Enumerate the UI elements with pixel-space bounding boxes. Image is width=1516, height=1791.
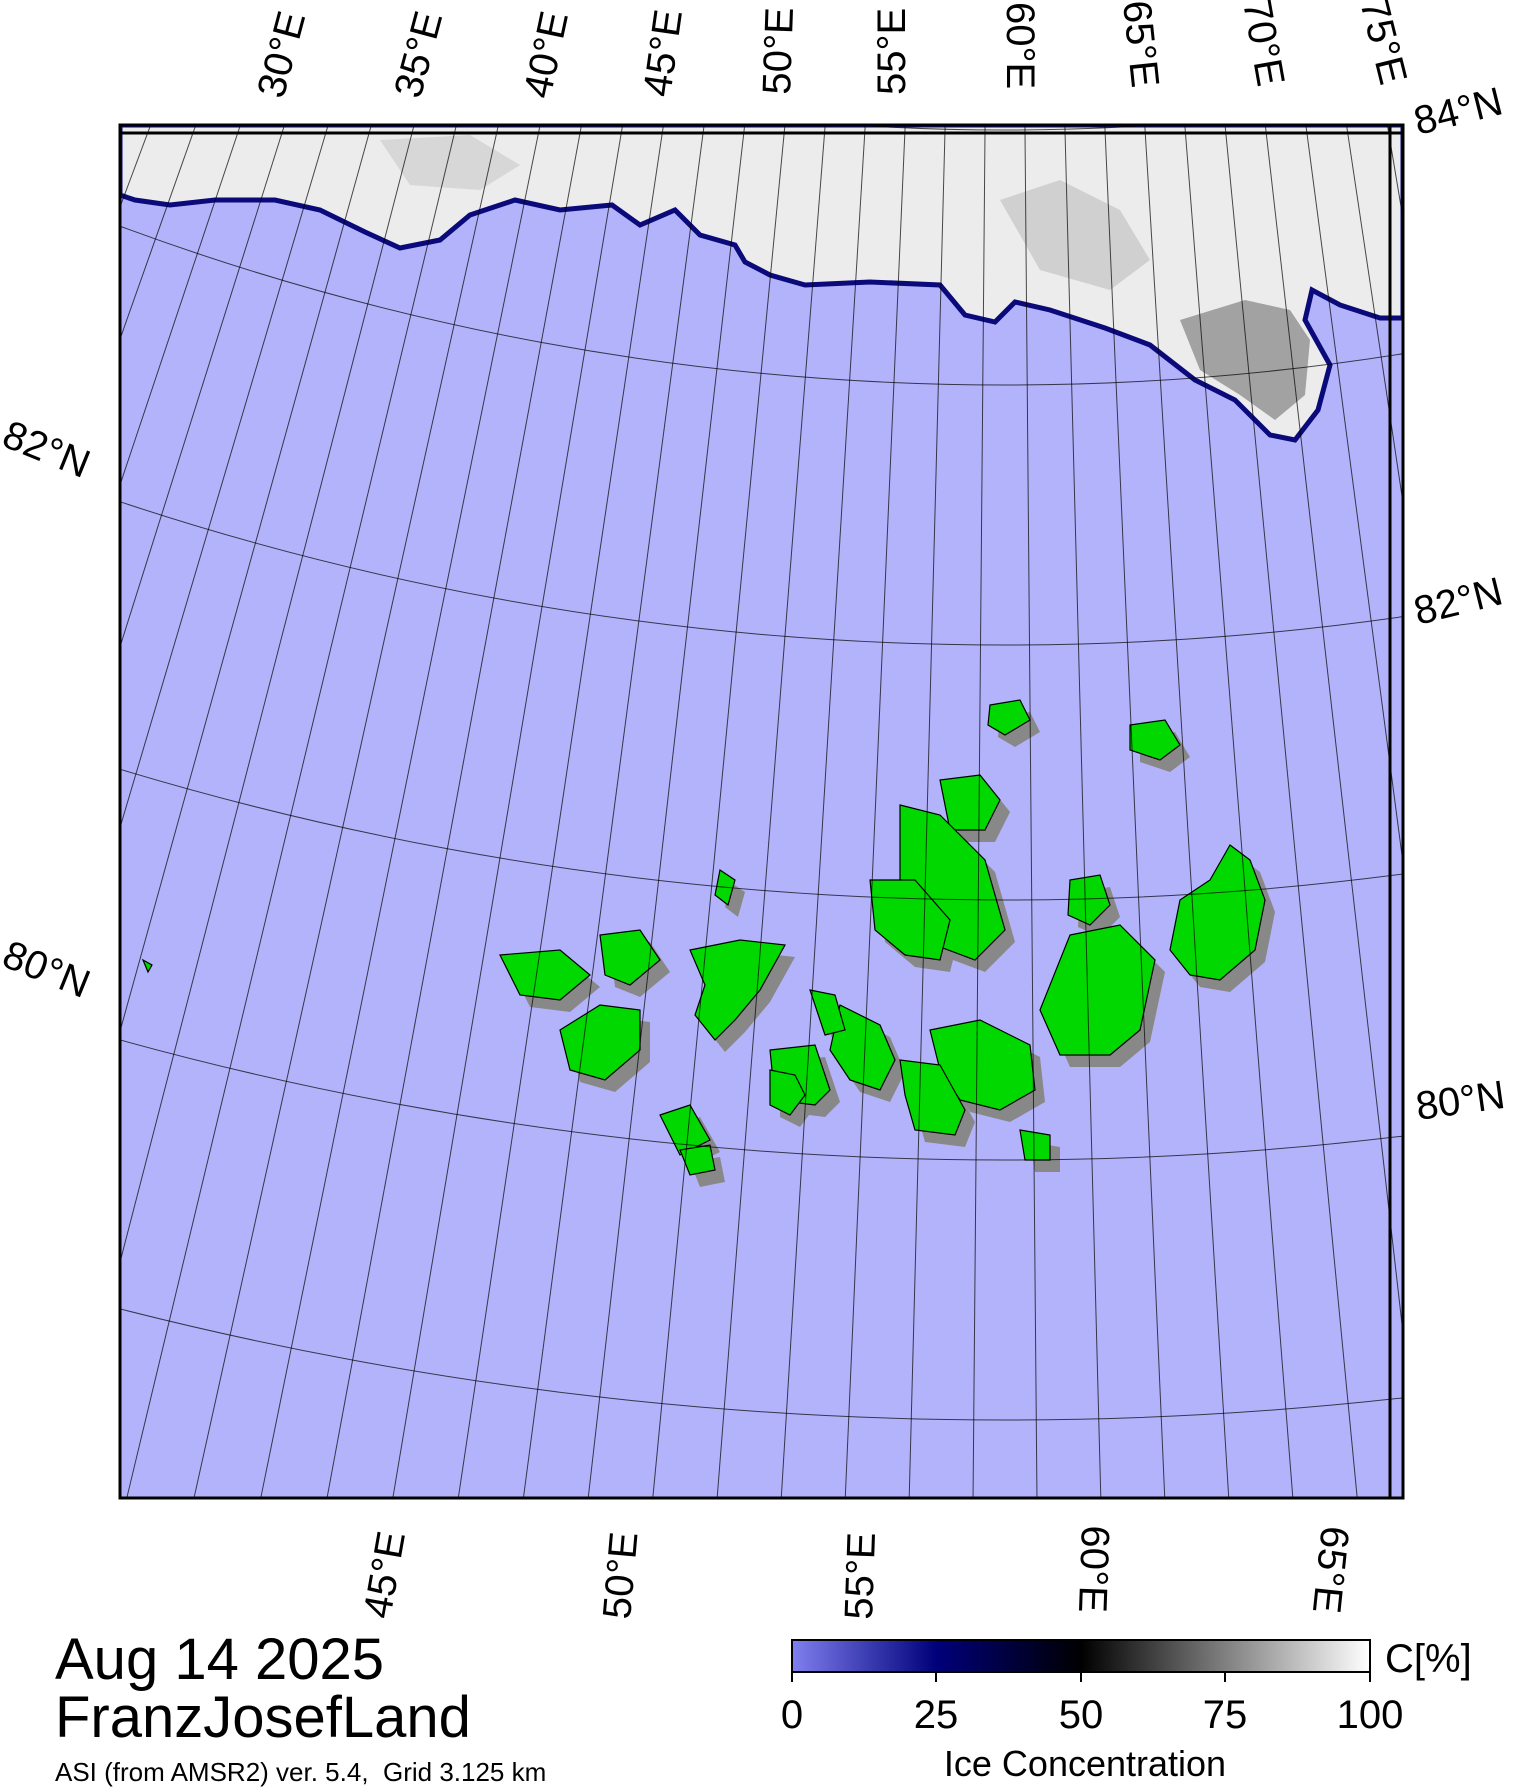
meridian-line bbox=[260, 125, 541, 1498]
lon-label-top: 30°E bbox=[249, 7, 314, 103]
meridian-line bbox=[972, 125, 986, 1498]
lat-label-right: 84°N bbox=[1410, 79, 1507, 143]
lon-label-bottom: 50°E bbox=[595, 1530, 646, 1621]
lat-label-left: 80°N bbox=[0, 933, 96, 1007]
meridian-line bbox=[1144, 125, 1230, 1498]
top-lon-labels: 30°E 35°E 40°E 45°E 50°E 55°E 60°E 65°E … bbox=[249, 0, 1415, 102]
colorbar-tick-label: 75 bbox=[1203, 1693, 1248, 1737]
lon-label-bottom: 60°E bbox=[1070, 1525, 1117, 1614]
meridian-line bbox=[1305, 125, 1403, 867]
island bbox=[987, 699, 1031, 736]
island bbox=[869, 879, 951, 961]
island bbox=[939, 774, 1001, 831]
meridian-line bbox=[1481, 0, 1516, 1550]
colorbar-unit: C[%] bbox=[1385, 1637, 1472, 1681]
bottom-lon-labels: 45°E 50°E 55°E 60°E 65°E bbox=[356, 1524, 1357, 1622]
lon-label-top: 45°E bbox=[635, 7, 691, 99]
island bbox=[899, 1059, 966, 1136]
meridian-line bbox=[120, 125, 152, 209]
map-area bbox=[0, 0, 1516, 1576]
sea-ice-thick bbox=[1180, 300, 1310, 420]
meridian-line bbox=[0, 0, 128, 1325]
meridian-line bbox=[1024, 125, 1038, 1498]
meridian-line bbox=[0, 0, 93, 1298]
colorbar: C[%] 0 25 50 75 100 Ice Concentration bbox=[781, 1637, 1472, 1784]
meridian-line bbox=[0, 0, 23, 1241]
island bbox=[679, 1144, 716, 1176]
map-date: Aug 14 2025 bbox=[55, 1627, 384, 1692]
map-frame bbox=[118, 123, 1405, 1500]
meridian-line bbox=[587, 125, 746, 1498]
meridian-line bbox=[120, 125, 329, 830]
lon-label-top: 70°E bbox=[1234, 0, 1292, 89]
colorbar-tick-label: 50 bbox=[1059, 1693, 1104, 1737]
lon-label-top: 65°E bbox=[1114, 0, 1167, 90]
lat-label-left: 82°N bbox=[0, 413, 96, 487]
lat-label-right: 82°N bbox=[1410, 569, 1507, 633]
meridian-line bbox=[457, 125, 664, 1498]
meridian-line bbox=[1104, 125, 1166, 1498]
sea-ice-medium bbox=[1000, 180, 1150, 290]
map-region-title: FranzJosefLand bbox=[55, 1685, 471, 1750]
meridian-line bbox=[908, 125, 946, 1498]
colorbar-title: Ice Concentration bbox=[944, 1743, 1226, 1784]
lon-label-top: 75°E bbox=[1351, 0, 1415, 89]
colorbar-tick-label: 0 bbox=[781, 1693, 803, 1737]
meridian-line bbox=[716, 125, 826, 1498]
island bbox=[659, 1104, 711, 1156]
lon-label-top: 35°E bbox=[386, 7, 451, 103]
meridian-line bbox=[1406, 3, 1516, 1576]
island bbox=[829, 1004, 896, 1091]
meridian-line bbox=[120, 125, 197, 341]
graticule bbox=[0, 0, 1516, 1576]
product-info: ASI (from AMSR2) ver. 5.4, Grid 3.125 km bbox=[55, 1757, 547, 1787]
island bbox=[1169, 844, 1266, 981]
meridian-line bbox=[392, 125, 624, 1498]
meridian-line bbox=[1184, 125, 1294, 1498]
island bbox=[599, 929, 661, 986]
colorbar-tick-label: 100 bbox=[1337, 1693, 1404, 1737]
colorbar-gradient bbox=[791, 1639, 1371, 1673]
meridian-line bbox=[326, 125, 583, 1498]
islands bbox=[141, 699, 1275, 1187]
colorbar-ticks bbox=[791, 1672, 1371, 1682]
lon-label-top: 55°E bbox=[870, 8, 914, 95]
meridian-line bbox=[1064, 125, 1102, 1498]
lat-label-right: 80°N bbox=[1413, 1073, 1508, 1129]
island bbox=[1039, 924, 1156, 1056]
meridian-line bbox=[120, 125, 286, 649]
island bbox=[141, 958, 153, 974]
island bbox=[499, 949, 591, 1001]
colorbar-tick-label: 25 bbox=[914, 1693, 959, 1737]
lon-label-bottom: 65°E bbox=[1304, 1524, 1357, 1615]
meridian-line bbox=[1346, 125, 1403, 507]
island bbox=[769, 1069, 806, 1116]
island bbox=[1129, 719, 1181, 761]
island bbox=[809, 989, 846, 1036]
lon-label-top: 40°E bbox=[516, 7, 577, 101]
lon-label-bottom: 55°E bbox=[837, 1532, 884, 1621]
lon-label-bottom: 45°E bbox=[356, 1528, 414, 1621]
meridian-line bbox=[0, 0, 58, 1270]
meridian-line bbox=[522, 125, 705, 1498]
meridian-line bbox=[1264, 125, 1403, 1338]
lon-label-top: 50°E bbox=[755, 7, 802, 96]
meridian-line bbox=[193, 125, 499, 1498]
meridian-line bbox=[120, 125, 372, 1034]
lon-label-top: 60°E bbox=[998, 2, 1042, 89]
island bbox=[1067, 874, 1111, 926]
meridian-line bbox=[652, 125, 786, 1498]
meridian-line bbox=[1224, 125, 1358, 1498]
island bbox=[1019, 1129, 1051, 1161]
meridian-line bbox=[1444, 0, 1516, 1564]
sea-ice-medium-2 bbox=[380, 135, 520, 190]
meridian-line bbox=[780, 125, 866, 1498]
island bbox=[559, 1004, 641, 1081]
meridian-line bbox=[126, 125, 457, 1498]
meridian-line bbox=[120, 125, 241, 487]
meridian-line bbox=[844, 125, 906, 1498]
